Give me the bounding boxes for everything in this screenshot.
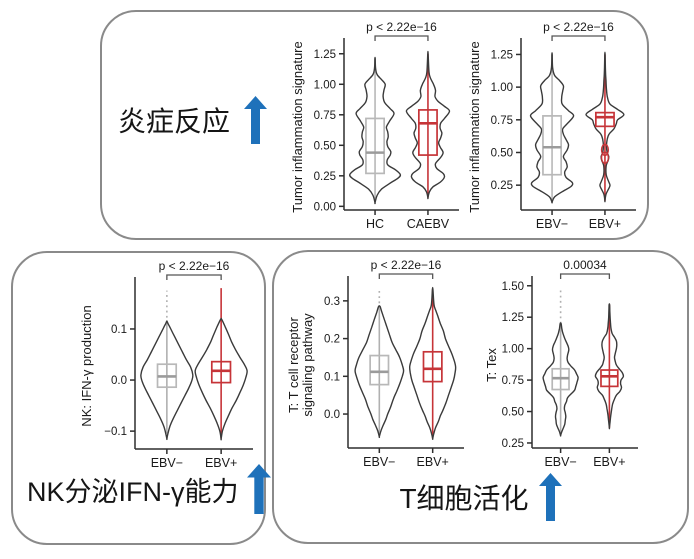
violin-CAEBV	[405, 50, 451, 200]
x-category-label: EBV+	[205, 456, 237, 470]
y-tick-label: 0.25	[314, 171, 336, 183]
y-axis-label: T: T cell receptor	[286, 317, 301, 413]
y-tick-label: 1.25	[314, 49, 336, 61]
x-category-label: EBV+	[417, 455, 449, 469]
y-tick-label: 0.25	[491, 180, 513, 192]
panel-nk-ifng-label-group: NK分泌IFN-γ能力	[27, 463, 271, 515]
y-axis-label: T: Tex	[484, 348, 499, 382]
x-category-label: HC	[366, 217, 384, 231]
box-HC	[365, 117, 386, 175]
violin-EBV+	[408, 286, 457, 440]
panel-inflammation-label: 炎症反应	[118, 106, 231, 137]
x-category-label: EBV−	[536, 217, 568, 231]
p-value-label: 0.00034	[563, 258, 607, 272]
y-tick-label: 0.0	[111, 375, 127, 387]
violin-HC	[348, 56, 402, 205]
p-value-label: p < 2.22e−16	[543, 20, 614, 34]
y-axis-label: Tumor inflammation signature	[290, 41, 305, 212]
y-tick-label: 1.00	[314, 79, 336, 91]
up-arrow-icon	[538, 473, 562, 521]
violin-EBV+	[594, 303, 625, 430]
violin-plot-t-tex: 0.25 0.50 0.75 1.00 1.25 1.50 T: Tex EBV− EBV+ 0.…	[484, 258, 638, 469]
p-value-label: p < 2.22e−16	[366, 20, 437, 34]
panel-t-activation-label-group: T细胞活化	[274, 472, 687, 522]
violin-EBV−	[542, 322, 579, 437]
y-tick-label: 0.2	[324, 334, 340, 346]
panel-inflammation: 炎症反应 0.00 0.25 0.50 0.75 1.00 1.25 Tumor infla…	[100, 10, 649, 240]
significance-bracket	[374, 35, 429, 41]
box-EBV−	[369, 354, 390, 386]
violin-plot-t-cell-receptor-signaling: 0.0 0.1 0.2 0.3 T: T cell receptor signaling …	[286, 258, 464, 469]
y-tick-label: 0.1	[111, 324, 127, 336]
y-tick-label: 0.50	[314, 140, 336, 152]
y-tick-label: 0.0	[324, 409, 340, 421]
up-arrow-icon	[244, 96, 268, 144]
y-tick-label: 0.3	[324, 296, 340, 308]
panel-t-activation: 0.0 0.1 0.2 0.3 T: T cell receptor signaling …	[272, 250, 689, 544]
y-axis-label: Tumor inflammation signature	[467, 41, 482, 212]
violin-plot-nk-ifng-production: −0.1 0.0 0.1 NK: IFN-γ production EBV− EBV+ p …	[79, 259, 253, 470]
x-category-label: EBV−	[544, 455, 576, 469]
outlier-circle-EBV+	[600, 151, 610, 164]
y-tick-label: 1.25	[502, 312, 524, 324]
panel-inflammation-label-group: 炎症反应	[118, 96, 268, 144]
significance-bracket	[551, 35, 606, 41]
violin-plot-tumor-inflammation-hc-caebv: 0.00 0.25 0.50 0.75 1.00 1.25 Tumor inflammati…	[290, 20, 459, 231]
panel-nk-ifng: −0.1 0.0 0.1 NK: IFN-γ production EBV− EBV+ p …	[11, 251, 271, 545]
y-tick-label: −0.1	[104, 426, 127, 438]
panel-t-activation-label: T细胞活化	[399, 483, 529, 514]
box-EBV+	[600, 369, 619, 388]
p-value-label: p < 2.22e−16	[371, 258, 442, 272]
x-category-label: EBV−	[151, 456, 183, 470]
box-EBV+	[422, 350, 443, 383]
box-EBV+	[594, 111, 615, 128]
x-category-label: EBV+	[589, 217, 621, 231]
y-tick-label: 1.00	[502, 344, 524, 356]
outlier-circle-EBV+	[600, 143, 610, 157]
significance-bracket	[559, 273, 611, 279]
panel-nk-ifng-label: NK分泌IFN-γ能力	[27, 476, 239, 507]
significance-bracket	[378, 273, 434, 279]
y-axis-label: signaling pathway	[300, 313, 315, 417]
y-tick-label: 0.75	[314, 110, 336, 122]
y-tick-label: 0.25	[502, 438, 524, 450]
x-category-label: EBV+	[593, 455, 625, 469]
p-value-label: p < 2.22e−16	[159, 259, 230, 273]
violin-EBV−	[354, 305, 405, 439]
box-CAEBV	[417, 109, 438, 156]
violin-EBV+	[194, 317, 248, 441]
y-tick-label: 0.75	[491, 115, 513, 127]
x-category-label: CAEBV	[407, 217, 450, 231]
significance-bracket	[166, 274, 222, 280]
y-tick-label: 0.00	[314, 201, 336, 213]
violin-plot-tumor-inflammation-ebv: 0.25 0.50 0.75 1.00 1.25 Tumor inflammation s…	[467, 20, 636, 231]
up-arrow-icon	[246, 463, 271, 515]
y-tick-label: 1.25	[491, 49, 513, 61]
box-EBV−	[542, 115, 563, 176]
y-tick-label: 0.50	[491, 147, 513, 159]
y-tick-label: 0.1	[324, 371, 340, 383]
violin-EBV−	[529, 52, 575, 204]
y-tick-label: 1.00	[491, 82, 513, 94]
violin-EBV−	[140, 320, 194, 441]
y-tick-label: 0.50	[502, 407, 524, 419]
y-tick-label: 1.50	[502, 281, 524, 293]
y-tick-label: 0.75	[502, 375, 524, 387]
y-axis-label: NK: IFN-γ production	[79, 305, 94, 426]
x-category-label: EBV−	[363, 455, 395, 469]
